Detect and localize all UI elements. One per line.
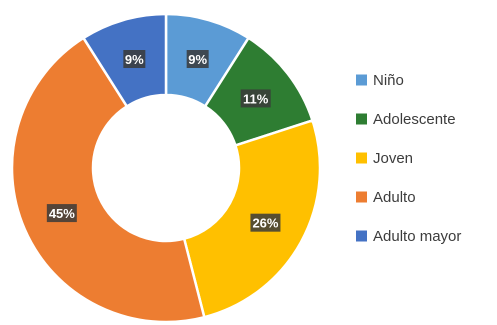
data-label-adulto: 45% [46, 204, 77, 223]
legend-label: Adulto mayor [373, 228, 461, 245]
data-label-joven: 26% [250, 213, 281, 232]
legend-swatch [356, 152, 367, 164]
legend-label: Niño [373, 72, 404, 89]
data-label-box [250, 213, 281, 232]
chart-slices [10, 12, 322, 324]
legend-label: Joven [373, 150, 413, 167]
legend-label: Adolescente [373, 111, 456, 128]
legend-label: Adulto [373, 189, 416, 206]
legend-swatch [356, 191, 367, 203]
data-label-nino: 9% [186, 50, 209, 69]
chart-legend: Niño Adolescente Joven Adulto Adulto mayor [356, 72, 461, 245]
data-label-text: 26% [252, 216, 278, 231]
data-label-adolescente: 11% [240, 89, 271, 108]
data-label-text: 45% [49, 206, 75, 221]
slice-adulto [10, 36, 206, 324]
legend-item-adulto-mayor: Adulto mayor [356, 228, 461, 245]
legend-item-nino: Niño [356, 72, 404, 89]
legend-item-adolescente: Adolescente [356, 111, 456, 128]
data-label-text: 9% [125, 52, 144, 67]
data-label-box [186, 50, 209, 69]
data-label-text: 11% [243, 91, 269, 106]
legend-swatch [356, 74, 367, 86]
legend-item-joven: Joven [356, 150, 413, 167]
data-label-box [123, 50, 146, 69]
data-label-adulto-mayor: 9% [123, 50, 146, 69]
legend-item-adulto: Adulto [356, 189, 416, 206]
data-label-box [240, 89, 271, 108]
data-label-box [46, 204, 77, 223]
legend-swatch [356, 113, 367, 125]
chart-data-labels: 9% 11% 26% 45% 9% [46, 50, 281, 232]
legend-swatch [356, 230, 367, 242]
data-label-text: 9% [188, 52, 207, 67]
